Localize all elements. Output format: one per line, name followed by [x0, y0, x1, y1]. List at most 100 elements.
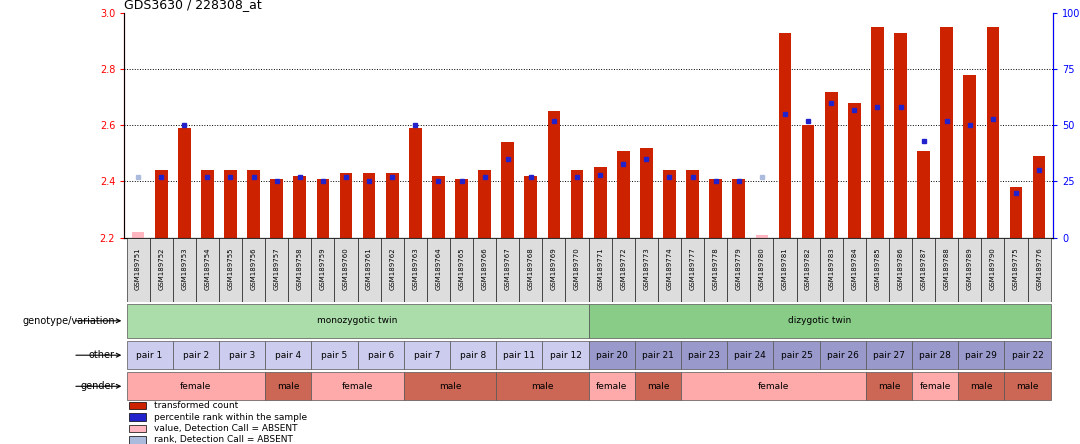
Text: male: male: [438, 382, 461, 391]
Text: female: female: [596, 382, 627, 391]
Bar: [732, 178, 745, 238]
Text: male: male: [1016, 382, 1039, 391]
Text: dizygotic twin: dizygotic twin: [788, 316, 851, 325]
FancyBboxPatch shape: [842, 238, 866, 302]
FancyBboxPatch shape: [126, 304, 589, 338]
Text: male: male: [531, 382, 554, 391]
Text: pair 1: pair 1: [136, 351, 163, 360]
Text: gender: gender: [80, 381, 114, 391]
FancyBboxPatch shape: [450, 238, 473, 302]
FancyBboxPatch shape: [404, 341, 450, 369]
Text: pair 5: pair 5: [322, 351, 348, 360]
FancyBboxPatch shape: [727, 238, 751, 302]
FancyBboxPatch shape: [126, 341, 173, 369]
Text: pair 27: pair 27: [873, 351, 905, 360]
FancyBboxPatch shape: [773, 238, 797, 302]
Bar: [894, 33, 907, 238]
FancyBboxPatch shape: [958, 341, 1004, 369]
Text: female: female: [180, 382, 212, 391]
Bar: [963, 75, 976, 238]
Text: pair 3: pair 3: [229, 351, 255, 360]
Text: GSM189778: GSM189778: [713, 247, 718, 290]
FancyBboxPatch shape: [866, 238, 889, 302]
Text: GSM189773: GSM189773: [644, 247, 649, 290]
Text: pair 21: pair 21: [642, 351, 674, 360]
FancyBboxPatch shape: [913, 341, 958, 369]
Text: GSM189767: GSM189767: [504, 247, 511, 290]
FancyBboxPatch shape: [935, 238, 958, 302]
Text: pair 28: pair 28: [919, 351, 951, 360]
FancyBboxPatch shape: [773, 341, 820, 369]
Text: GSM189788: GSM189788: [944, 247, 949, 290]
Text: GSM189763: GSM189763: [413, 247, 418, 290]
Text: pair 20: pair 20: [596, 351, 627, 360]
FancyBboxPatch shape: [129, 436, 146, 444]
FancyBboxPatch shape: [219, 238, 242, 302]
FancyBboxPatch shape: [129, 402, 146, 409]
Bar: [941, 28, 953, 238]
Text: GSM189759: GSM189759: [320, 247, 326, 290]
Text: GSM189764: GSM189764: [435, 247, 442, 290]
Text: GSM189757: GSM189757: [273, 247, 280, 290]
Text: pair 2: pair 2: [183, 351, 208, 360]
FancyBboxPatch shape: [611, 238, 635, 302]
Bar: [848, 103, 861, 238]
Text: female: female: [342, 382, 374, 391]
Bar: [1032, 156, 1045, 238]
FancyBboxPatch shape: [704, 238, 727, 302]
Text: GSM189782: GSM189782: [805, 247, 811, 290]
FancyBboxPatch shape: [427, 238, 450, 302]
FancyBboxPatch shape: [473, 238, 496, 302]
FancyBboxPatch shape: [311, 341, 357, 369]
Text: GSM189752: GSM189752: [158, 247, 164, 289]
Text: GSM189781: GSM189781: [782, 247, 788, 290]
Bar: [455, 178, 468, 238]
Bar: [339, 173, 352, 238]
FancyBboxPatch shape: [589, 304, 1051, 338]
Bar: [247, 170, 260, 238]
Text: GSM189754: GSM189754: [204, 247, 211, 289]
Text: GSM189766: GSM189766: [482, 247, 488, 290]
Text: GSM189783: GSM189783: [828, 247, 834, 290]
FancyBboxPatch shape: [1004, 238, 1027, 302]
Bar: [779, 33, 792, 238]
FancyBboxPatch shape: [635, 372, 681, 400]
Text: pair 4: pair 4: [275, 351, 301, 360]
Bar: [225, 170, 237, 238]
FancyBboxPatch shape: [265, 238, 288, 302]
Text: male: male: [276, 382, 299, 391]
Text: GSM189786: GSM189786: [897, 247, 904, 290]
Bar: [409, 128, 421, 238]
Text: rank, Detection Call = ABSENT: rank, Detection Call = ABSENT: [154, 435, 293, 444]
FancyBboxPatch shape: [496, 341, 542, 369]
Bar: [201, 170, 214, 238]
FancyBboxPatch shape: [751, 238, 773, 302]
FancyBboxPatch shape: [1004, 372, 1051, 400]
Text: pair 6: pair 6: [367, 351, 394, 360]
Text: percentile rank within the sample: percentile rank within the sample: [154, 412, 307, 421]
Bar: [548, 111, 561, 238]
Text: GSM189771: GSM189771: [597, 247, 603, 290]
FancyBboxPatch shape: [635, 238, 658, 302]
Text: GSM189753: GSM189753: [181, 247, 187, 290]
FancyBboxPatch shape: [681, 238, 704, 302]
Bar: [478, 170, 491, 238]
FancyBboxPatch shape: [242, 238, 265, 302]
FancyBboxPatch shape: [820, 341, 866, 369]
FancyBboxPatch shape: [265, 341, 311, 369]
FancyBboxPatch shape: [380, 238, 404, 302]
Bar: [154, 170, 167, 238]
FancyBboxPatch shape: [173, 238, 195, 302]
Text: GSM189777: GSM189777: [689, 247, 696, 290]
Text: GSM189779: GSM189779: [735, 247, 742, 290]
FancyBboxPatch shape: [404, 238, 427, 302]
Bar: [1010, 187, 1023, 238]
FancyBboxPatch shape: [311, 372, 404, 400]
Text: GSM189784: GSM189784: [851, 247, 858, 290]
Bar: [432, 176, 445, 238]
FancyBboxPatch shape: [519, 238, 542, 302]
FancyBboxPatch shape: [129, 413, 146, 421]
Bar: [316, 178, 329, 238]
Text: GSM189769: GSM189769: [551, 247, 557, 290]
Bar: [986, 28, 999, 238]
